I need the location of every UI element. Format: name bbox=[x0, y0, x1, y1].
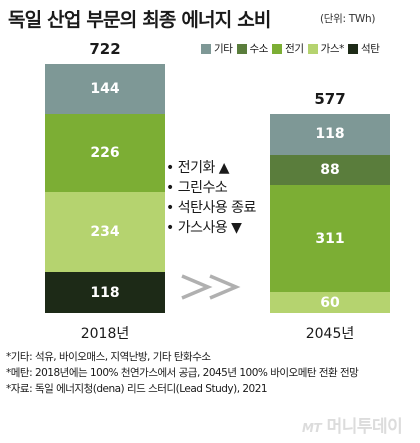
bar-total-1: 577 bbox=[314, 89, 346, 108]
unit-label: (단위: TWh) bbox=[320, 13, 376, 25]
watermark-text: 머니투데이 bbox=[326, 417, 403, 437]
footnotes: *기타: 석유, 바이오매스, 지역난방, 기타 탄화수소 *메탄: 2018년… bbox=[6, 349, 359, 397]
arrow-right-icon bbox=[181, 274, 241, 300]
bar-segment-1-3: 88 bbox=[270, 154, 390, 185]
legend-item-3: 가스* bbox=[307, 41, 345, 56]
legend-item-2: 전기 bbox=[272, 41, 304, 56]
bar-total-0: 722 bbox=[89, 39, 121, 58]
legend-swatch bbox=[201, 43, 211, 54]
legend: 기타 수소 전기 가스* 석탄 bbox=[201, 41, 384, 56]
bar-segment-0-0: 118 bbox=[45, 272, 165, 313]
legend-item-4: 석탄 bbox=[347, 41, 380, 56]
legend-swatch bbox=[347, 43, 358, 54]
legend-label: 수소 bbox=[249, 43, 269, 55]
footnote-other: *기타: 석유, 바이오매스, 지역난방, 기타 탄화수소 bbox=[6, 351, 211, 363]
bar-segment-0-2: 226 bbox=[45, 113, 165, 192]
watermark-mt: MT bbox=[302, 421, 322, 435]
legend-item-0: 기타 bbox=[201, 41, 233, 56]
bar-segment-0-1: 234 bbox=[45, 191, 165, 273]
callout-line-gas-down: • 가스사용 ▼ bbox=[166, 220, 242, 236]
legend-swatch bbox=[307, 43, 318, 54]
legend-swatch bbox=[272, 43, 283, 54]
callout-line-green-hydrogen: • 그린수소 bbox=[166, 180, 228, 196]
watermark-logo: MT 머니투데이 bbox=[302, 412, 403, 437]
legend-item-1: 수소 bbox=[236, 41, 269, 56]
legend-label: 기타 bbox=[214, 43, 233, 55]
bar-segment-1-2: 311 bbox=[270, 185, 390, 293]
chart-title: 독일 산업 부문의 최종 에너지 소비 bbox=[8, 9, 271, 31]
legend-swatch bbox=[236, 43, 247, 54]
legend-label: 가스* bbox=[320, 43, 345, 55]
bar-segment-0-4: 144 bbox=[45, 63, 165, 114]
footnote-methane: *메탄: 2018년에는 100% 천연가스에서 공급, 2045년 100% … bbox=[6, 367, 359, 379]
legend-label: 전기 bbox=[285, 43, 304, 55]
callout-line-coal-end: • 석탄사용 종료 bbox=[166, 200, 256, 216]
x-tick-label-0: 2018년 bbox=[80, 326, 130, 342]
bar-segment-1-1: 60 bbox=[270, 292, 390, 313]
x-tick-label-1: 2045년 bbox=[305, 326, 355, 342]
callout-box: • 전기화 ▲ • 그린수소 • 석탄사용 종료 • 가스사용 ▼ bbox=[166, 158, 256, 238]
footnote-source: *자료: 독일 에너지청(dena) 리드 스터디(Lead Study), 2… bbox=[6, 383, 268, 395]
legend-label: 석탄 bbox=[360, 43, 380, 55]
callout-line-electrification: • 전기화 ▲ bbox=[166, 160, 230, 176]
bar-segment-1-4: 118 bbox=[270, 113, 390, 155]
